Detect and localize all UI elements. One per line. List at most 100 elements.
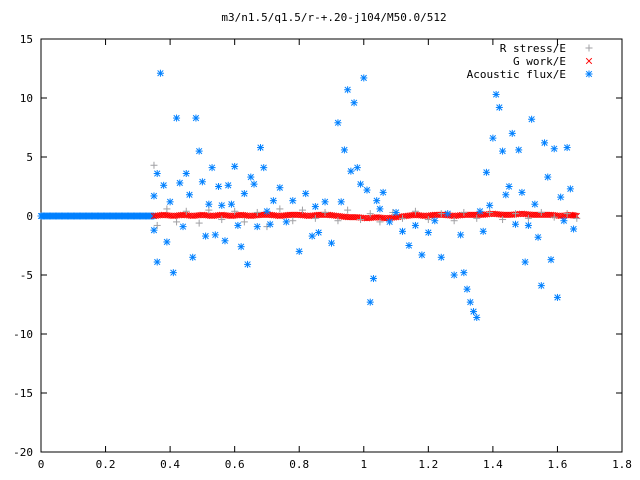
- x-tick-label: 1: [360, 458, 367, 471]
- r-stress-e-point: [511, 210, 519, 218]
- acoustic-flux-e-point: [476, 207, 484, 215]
- acoustic-flux-e-point: [253, 223, 261, 231]
- g-work-e-point: [418, 212, 425, 219]
- r-stress-e-point: [550, 213, 558, 221]
- acoustic-flux-e-point: [508, 129, 516, 137]
- g-work-e-point: [166, 212, 173, 219]
- x-tick-label: 0.8: [289, 458, 309, 471]
- y-tick-label: -15: [13, 387, 33, 400]
- acoustic-flux-e-point: [260, 164, 268, 172]
- acoustic-flux-e-point: [328, 239, 335, 247]
- r-stress-e-point: [182, 207, 190, 215]
- acoustic-flux-e-point: [205, 200, 213, 208]
- acoustic-flux-e-point: [234, 221, 242, 229]
- acoustic-flux-e-point: [282, 218, 290, 226]
- g-work-e-point: [437, 211, 444, 218]
- acoustic-flux-e-point: [450, 271, 458, 279]
- g-work-e-point: [456, 212, 464, 219]
- r-stress-e-point: [231, 207, 239, 215]
- acoustic-flux-e-point: [247, 173, 255, 181]
- acoustic-flux-e-point: [337, 198, 345, 206]
- g-work-e-point: [243, 212, 251, 219]
- acoustic-flux-e-point: [502, 191, 510, 199]
- r-stress-e-point: [399, 214, 407, 222]
- r-stress-e-point: [366, 210, 374, 218]
- acoustic-flux-e-point: [163, 238, 171, 246]
- g-work-e-point: [379, 214, 386, 222]
- acoustic-flux-e-point: [399, 227, 407, 235]
- r-stress-e-point: [334, 217, 342, 225]
- acoustic-flux-e-point: [321, 198, 329, 206]
- axis-ticks: [40, 38, 623, 453]
- g-work-e-point: [224, 212, 231, 219]
- acoustic-flux-dense-band: [37, 212, 158, 220]
- g-work-e-point: [524, 211, 531, 218]
- y-tick-label: -5: [20, 269, 33, 282]
- x-tick-labels: 0 0.2 0.4 0.6 0.8 1 1.2 1.4 1.6 1.8: [38, 458, 632, 471]
- r-stress-e-point: [195, 219, 203, 227]
- acoustic-flux-e-point: [289, 197, 297, 205]
- acoustic-flux-e-point: [550, 145, 558, 153]
- r-stress-e-point: [298, 206, 306, 214]
- acoustic-flux-e-point: [353, 164, 361, 172]
- acoustic-flux-e-point: [457, 231, 465, 239]
- g-work-e-point: [301, 212, 309, 219]
- acoustic-flux-e-point: [537, 282, 545, 290]
- chart-title: m3/n1.5/q1.5/r-+.20-j104/M50.0/512: [221, 11, 446, 24]
- legend-marker-r-stress-e: [585, 44, 593, 52]
- series-r-stress-e: [150, 161, 581, 231]
- acoustic-flux-e-point: [369, 275, 377, 283]
- acoustic-flux-e-point: [179, 223, 187, 231]
- acoustic-flux-e-point: [156, 69, 164, 77]
- g-work-e-point: [282, 212, 289, 219]
- acoustic-flux-e-point: [173, 114, 181, 122]
- g-work-e-point: [156, 212, 163, 219]
- acoustic-flux-e-point: [263, 207, 271, 215]
- acoustic-flux-e-point: [495, 103, 503, 111]
- acoustic-flux-e-point: [256, 144, 264, 152]
- acoustic-flux-e-point: [547, 256, 555, 264]
- acoustic-flux-e-point: [250, 180, 258, 188]
- acoustic-flux-e-point: [553, 293, 561, 301]
- r-stress-e-point: [173, 218, 181, 226]
- acoustic-flux-e-point: [511, 220, 519, 228]
- r-stress-e-point: [537, 208, 545, 216]
- r-stress-e-point: [253, 208, 261, 216]
- acoustic-flux-e-point: [311, 203, 319, 211]
- x-tick-label: 0: [38, 458, 45, 471]
- acoustic-flux-e-point: [563, 144, 571, 152]
- x-tick-label: 0.2: [96, 458, 116, 471]
- acoustic-flux-e-point: [350, 99, 358, 107]
- r-stress-e-point: [437, 210, 445, 218]
- r-stress-e-point: [311, 214, 319, 222]
- acoustic-flux-e-point: [518, 188, 526, 196]
- g-work-e-point: [466, 211, 473, 218]
- r-stress-e-point: [150, 161, 158, 169]
- acoustic-flux-e-point: [376, 205, 384, 213]
- acoustic-flux-e-point: [218, 201, 226, 209]
- x-tick-label: 1.4: [483, 458, 503, 471]
- g-work-e-point: [330, 212, 338, 219]
- x-tick-label: 1.8: [612, 458, 632, 471]
- r-stress-e-point: [424, 216, 432, 224]
- acoustic-flux-e-point: [373, 197, 381, 205]
- acoustic-flux-e-point: [182, 170, 190, 178]
- g-work-e-point: [571, 212, 578, 219]
- y-tick-label: 5: [26, 151, 33, 164]
- x-tick-label: 0.4: [160, 458, 180, 471]
- acoustic-flux-e-point: [185, 191, 193, 199]
- acoustic-flux-e-point: [418, 251, 426, 259]
- r-stress-e-point: [573, 214, 581, 222]
- x-tick-label: 1.2: [418, 458, 438, 471]
- acoustic-flux-e-point: [360, 74, 368, 82]
- acoustic-flux-e-point: [431, 217, 439, 225]
- g-work-e-point: [505, 211, 512, 218]
- acoustic-flux-e-point: [386, 218, 394, 226]
- acoustic-flux-e-point: [244, 260, 252, 268]
- g-work-e-point: [543, 211, 551, 218]
- r-stress-e-point: [563, 210, 571, 218]
- legend-label-g-work: G work/E: [513, 55, 566, 68]
- g-work-e-point: [214, 212, 222, 219]
- acoustic-flux-e-point: [544, 173, 552, 181]
- r-stress-e-point: [344, 206, 352, 214]
